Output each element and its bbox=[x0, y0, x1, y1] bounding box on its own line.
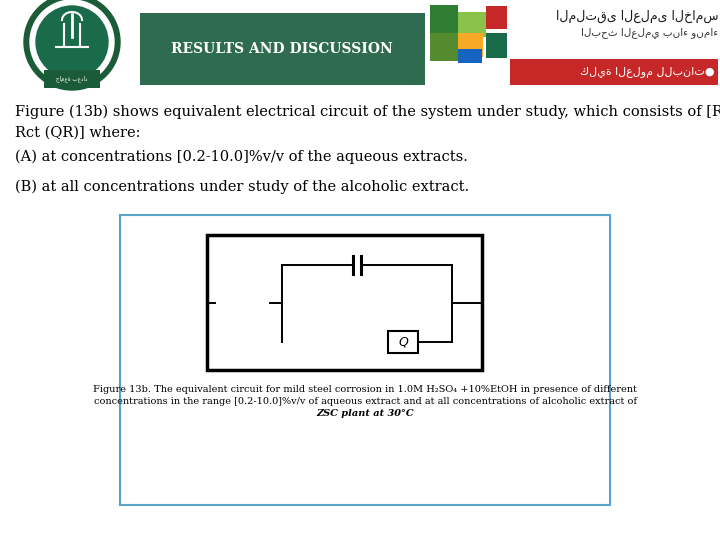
Text: (A) at concentrations [0.2-10.0]%v/v of the aqueous extracts.: (A) at concentrations [0.2-10.0]%v/v of … bbox=[15, 150, 468, 164]
Bar bbox=[140, 13, 425, 85]
Bar bbox=[207, 235, 482, 370]
Bar bbox=[486, 33, 507, 58]
Text: Figure 13b. The equivalent circuit for mild steel corrosion in 1.0M H₂SO₄ +10%Et: Figure 13b. The equivalent circuit for m… bbox=[93, 385, 637, 394]
Bar bbox=[458, 49, 482, 63]
Bar bbox=[510, 59, 718, 85]
Bar bbox=[458, 33, 483, 57]
Bar bbox=[388, 331, 418, 353]
Circle shape bbox=[30, 0, 114, 84]
Text: البحث العلمي بناء ونماء: البحث العلمي بناء ونماء bbox=[581, 27, 718, 38]
Text: Figure (13b) shows equivalent electrical circuit of the system under study, whic: Figure (13b) shows equivalent electrical… bbox=[15, 105, 720, 140]
Text: كلية العلوم للبنات●: كلية العلوم للبنات● bbox=[580, 66, 715, 78]
Text: ZSC plant at 30°C: ZSC plant at 30°C bbox=[316, 409, 414, 418]
Bar bbox=[430, 5, 458, 33]
Bar bbox=[44, 70, 100, 88]
Bar bbox=[430, 33, 458, 61]
Text: Q: Q bbox=[398, 335, 408, 348]
Circle shape bbox=[24, 0, 120, 90]
Bar bbox=[120, 215, 610, 505]
Bar bbox=[486, 6, 507, 29]
Text: (B) at all concentrations under study of the alcoholic extract.: (B) at all concentrations under study of… bbox=[15, 180, 469, 194]
Text: RESULTS AND DISCUSSION: RESULTS AND DISCUSSION bbox=[171, 42, 393, 56]
Text: concentrations in the range [0.2-10.0]%v/v of aqueous extract and at all concent: concentrations in the range [0.2-10.0]%v… bbox=[94, 397, 636, 406]
Text: جامعة بغداد: جامعة بغداد bbox=[56, 76, 88, 83]
Text: الملتقى العلمى الخامس: الملتقى العلمى الخامس bbox=[556, 10, 718, 23]
Circle shape bbox=[36, 6, 108, 78]
Bar bbox=[458, 12, 486, 37]
